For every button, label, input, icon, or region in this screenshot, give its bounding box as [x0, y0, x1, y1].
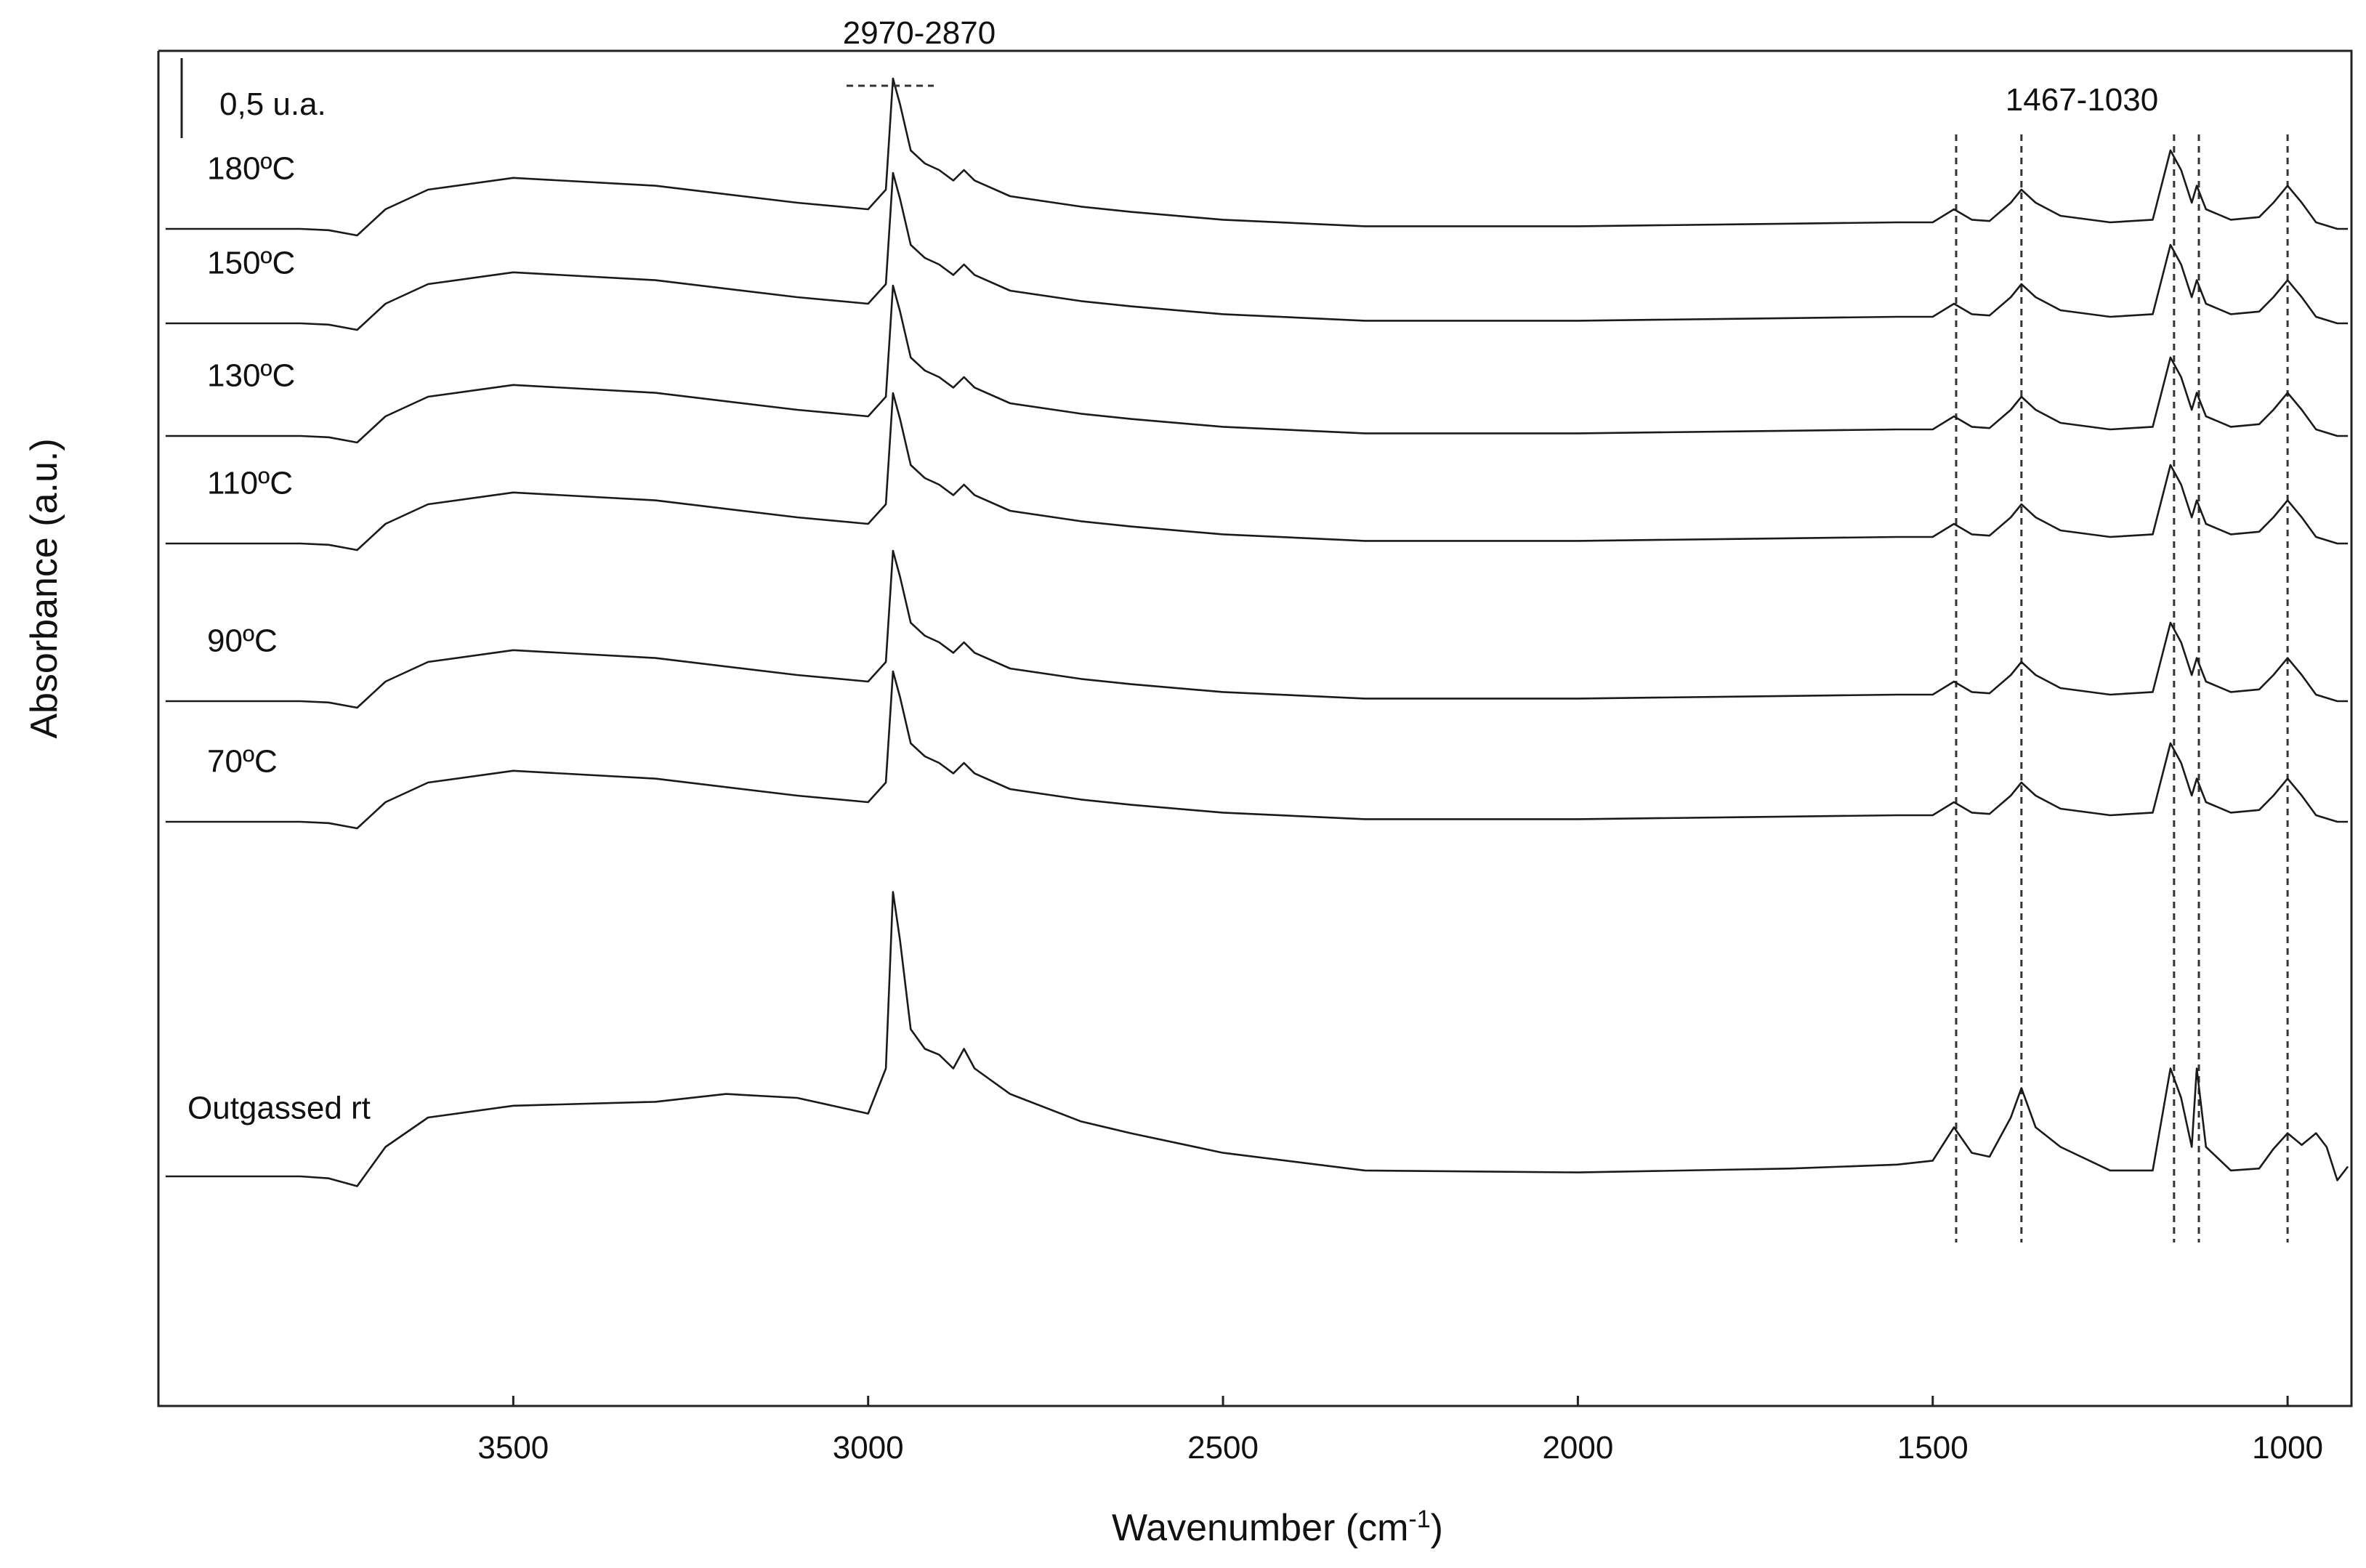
spectrum-line: [165, 171, 2349, 331]
spectrum-line: [165, 549, 2349, 709]
spectrum-line: [165, 284, 2349, 444]
x-tick-label: 1000: [2252, 1430, 2323, 1466]
spectrum-line: [165, 77, 2349, 237]
spectra-series: 180ºC 150ºC 130ºC 110ºC 90ºC 70ºC Outgassed rt: [165, 77, 2349, 1187]
x-tick-label: 3000: [833, 1430, 904, 1466]
spectrum-line: [165, 670, 2349, 830]
annotation-fingerprint-label: 1467-1030: [2006, 82, 2158, 118]
series-label: 130ºC: [207, 357, 295, 393]
axes: 3500 3000 2500 2000 1500 1000: [157, 49, 2353, 1466]
y-axis-label: Absorbance (a.u.): [23, 438, 65, 738]
x-tick-label: 1500: [1897, 1430, 1969, 1466]
spectrum-line: [165, 392, 2349, 551]
x-tick-label: 3500: [477, 1430, 549, 1466]
series-label: 110ºC: [207, 465, 293, 501]
reference-lines: [1955, 134, 2289, 1242]
spectrum-line: [165, 891, 2349, 1187]
x-axis-label: Wavenumber (cm-1): [1112, 1506, 1443, 1549]
plot-frame: [157, 49, 2353, 1407]
series-label: 150ºC: [207, 245, 295, 280]
series-label: 90ºC: [207, 623, 278, 658]
annotation-ch-range-label: 2970-2870: [843, 15, 996, 51]
x-tick-label: 2000: [1542, 1430, 1613, 1466]
series-label: 180ºC: [207, 150, 295, 186]
series-label: 70ºC: [207, 743, 278, 779]
x-tick-label: 2500: [1187, 1430, 1259, 1466]
series-label: Outgassed rt: [187, 1091, 371, 1126]
scale-bar-label: 0,5 u.a.: [219, 86, 326, 122]
